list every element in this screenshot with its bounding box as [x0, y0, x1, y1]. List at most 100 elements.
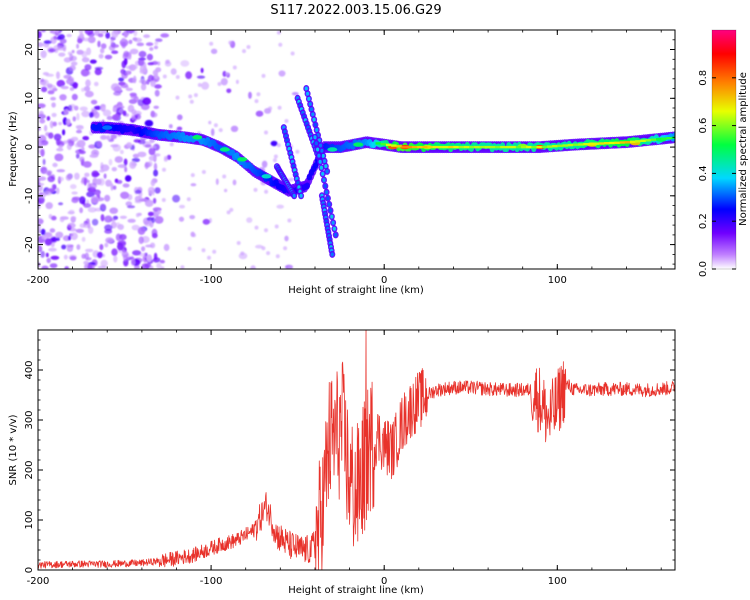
ridge-core-segment: [635, 140, 641, 143]
noise-blob: [232, 179, 237, 186]
noise-blob: [276, 204, 285, 209]
noise-blob: [72, 116, 77, 122]
noise-blob: [45, 202, 53, 210]
noise-blob: [261, 73, 266, 78]
noise-blob: [147, 211, 154, 217]
ridge-core-segment: [661, 137, 667, 140]
noise-blob: [254, 225, 259, 230]
ridge-core-segment: [650, 138, 657, 141]
noise-blob: [138, 196, 143, 200]
ridge-core-segment: [406, 145, 413, 149]
noise-blob: [119, 215, 127, 219]
noise-blob: [69, 256, 77, 261]
noise-blob: [235, 79, 239, 84]
noise-blob: [78, 30, 84, 35]
noise-blob: [226, 88, 232, 94]
noise-blob: [114, 156, 124, 163]
noise-blob: [228, 40, 233, 45]
noise-blob: [208, 120, 212, 125]
noise-blob: [132, 75, 137, 84]
noise-blob: [97, 140, 102, 147]
noise-blob: [105, 179, 112, 187]
noise-blob: [81, 236, 86, 242]
noise-blob: [63, 254, 68, 260]
noise-blob: [50, 96, 56, 101]
noise-blob: [106, 135, 111, 141]
noise-blob: [144, 220, 152, 227]
noise-blob: [50, 255, 60, 260]
noise-blob: [125, 201, 133, 207]
noise-blob: [40, 228, 46, 236]
noise-blob: [290, 51, 295, 56]
noise-blob: [56, 147, 64, 152]
noise-blob: [86, 191, 95, 198]
noise-blob: [70, 184, 77, 190]
colorbar-tick-label: 0.4: [698, 165, 709, 181]
noise-blob: [157, 209, 162, 215]
noise-blob: [284, 235, 289, 242]
noise-blob: [147, 160, 153, 167]
noise-blob: [288, 265, 293, 269]
noise-blob: [111, 167, 118, 172]
noise-blob: [153, 105, 159, 110]
noise-blob: [69, 87, 75, 91]
noise-blob: [56, 237, 60, 241]
noise-blob: [123, 254, 128, 262]
noise-blob: [84, 172, 90, 177]
noise-blob: [56, 79, 66, 88]
noise-blob: [188, 94, 193, 99]
noise-blob: [117, 242, 124, 251]
spectrogram-streaks: [273, 85, 339, 258]
noise-blob: [210, 128, 215, 136]
noise-blob: [71, 93, 78, 101]
noise-blob: [165, 59, 170, 64]
streak-core: [319, 165, 323, 170]
noise-blob: [100, 43, 107, 49]
noise-blob: [43, 40, 52, 44]
noise-blob: [87, 207, 97, 213]
noise-blob: [229, 207, 234, 212]
streak-core: [325, 190, 329, 195]
ridge-core-segment: [520, 145, 527, 149]
streak-core: [312, 117, 316, 122]
noise-blob: [116, 179, 123, 184]
colorbar-tick-label: 0.8: [698, 70, 709, 86]
noise-blob: [83, 260, 90, 265]
ridge-core-segment: [489, 145, 496, 149]
snr-xlabel: Height of straight line (km): [288, 585, 424, 596]
noise-blob: [143, 34, 151, 39]
noise-blob: [58, 176, 64, 182]
ridge-core-line: [375, 136, 675, 149]
streak-core: [313, 122, 317, 127]
spectrogram-noise: [38, 30, 300, 269]
snr-background: [38, 330, 675, 570]
noise-blob: [155, 67, 162, 73]
noise-blob: [142, 97, 152, 105]
colorbar-tick-label: 0.0: [698, 261, 709, 277]
noise-blob: [255, 110, 264, 117]
snr-line: [38, 330, 675, 570]
noise-blob: [98, 169, 105, 173]
streak-core: [299, 193, 303, 198]
noise-blob: [54, 153, 64, 162]
ridge-core-segment: [557, 144, 563, 147]
ytick-label: 100: [24, 510, 35, 529]
noise-blob: [56, 71, 60, 80]
streak-core: [292, 193, 296, 198]
noise-blob: [67, 222, 76, 229]
noise-blob: [284, 119, 289, 123]
ridge-core-segment: [432, 145, 439, 149]
noise-blob: [124, 85, 129, 89]
ridge-core-segment: [531, 145, 537, 149]
noise-blob: [276, 143, 281, 148]
noise-blob: [254, 99, 259, 104]
noise-blob: [94, 68, 102, 76]
noise-blob: [65, 244, 74, 248]
noise-blob: [220, 78, 228, 86]
noise-blob: [40, 250, 45, 258]
noise-blob: [70, 61, 78, 66]
noise-blob: [148, 147, 156, 156]
noise-blob: [131, 224, 140, 231]
